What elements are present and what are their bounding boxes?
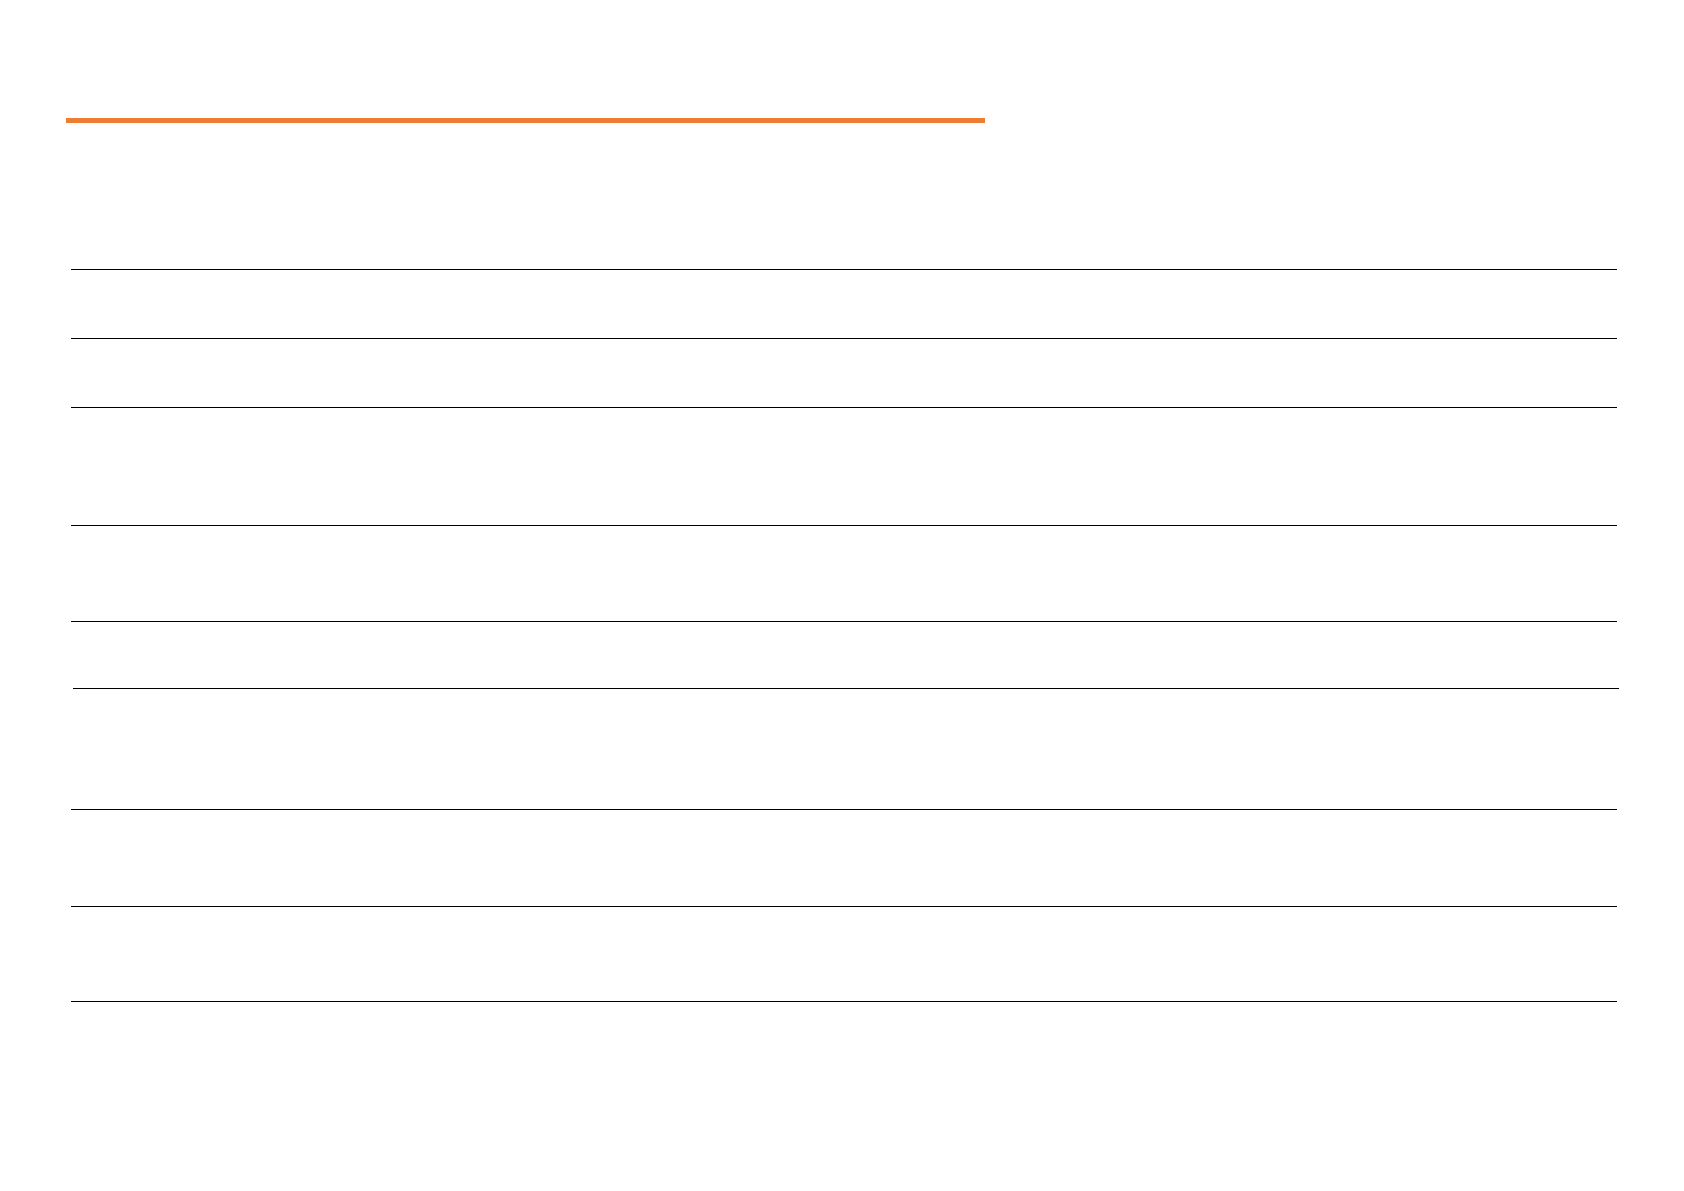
row-divider — [71, 407, 1617, 408]
row-divider — [71, 269, 1617, 270]
row-divider — [71, 1001, 1617, 1002]
accent-bar — [66, 118, 985, 123]
row-divider — [71, 525, 1617, 526]
row-divider — [71, 906, 1617, 907]
row-divider — [73, 688, 1619, 689]
row-divider — [71, 338, 1617, 339]
row-divider — [71, 621, 1617, 622]
row-divider — [71, 809, 1617, 810]
